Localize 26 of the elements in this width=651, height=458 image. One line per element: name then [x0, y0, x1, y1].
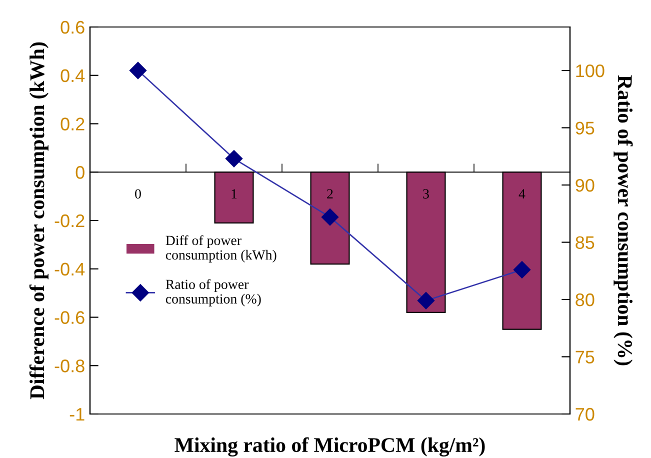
y2-tick-label: 70: [576, 408, 594, 421]
y2-tick-label: 75: [576, 350, 594, 364]
y2-tick-label: 100: [576, 64, 604, 78]
x-tick-label: 0: [135, 189, 141, 199]
y-axis-title: Difference of power consumption (kWh): [29, 42, 48, 400]
legend-label: Diff of power consumption (kWh): [166, 235, 276, 262]
y-tick-label: -0.2: [54, 214, 84, 228]
x-tick-label: 4: [518, 189, 526, 198]
y-tick-label: 0.4: [60, 69, 85, 82]
y2-tick-label: 90: [576, 178, 594, 192]
y-tick-label: -0.8: [54, 360, 84, 372]
y2-tick-label: 85: [576, 236, 594, 249]
x-tick-label: 1: [232, 189, 237, 198]
y2-tick-label: 95: [576, 122, 594, 134]
y2-tick-label: 80: [576, 293, 594, 306]
y-tick-label: -0.6: [54, 311, 84, 324]
x-axis-title: Mixing ratio of MicroPCM (kg/m²): [174, 437, 485, 456]
y-tick-label: -1: [70, 408, 84, 421]
y-tick-label: 0.6: [60, 20, 84, 34]
x-tick-label: 2: [327, 189, 333, 198]
y-tick-label: 0.2: [60, 118, 84, 130]
x-tick-label: 3: [423, 189, 429, 199]
legend-label: Ratio of power consumption (%): [166, 279, 261, 306]
y-tick-label: 0: [76, 166, 84, 179]
y-tick-label: -0.4: [54, 262, 85, 276]
y2-axis-title: Ratio of power consumption (%): [614, 75, 633, 366]
